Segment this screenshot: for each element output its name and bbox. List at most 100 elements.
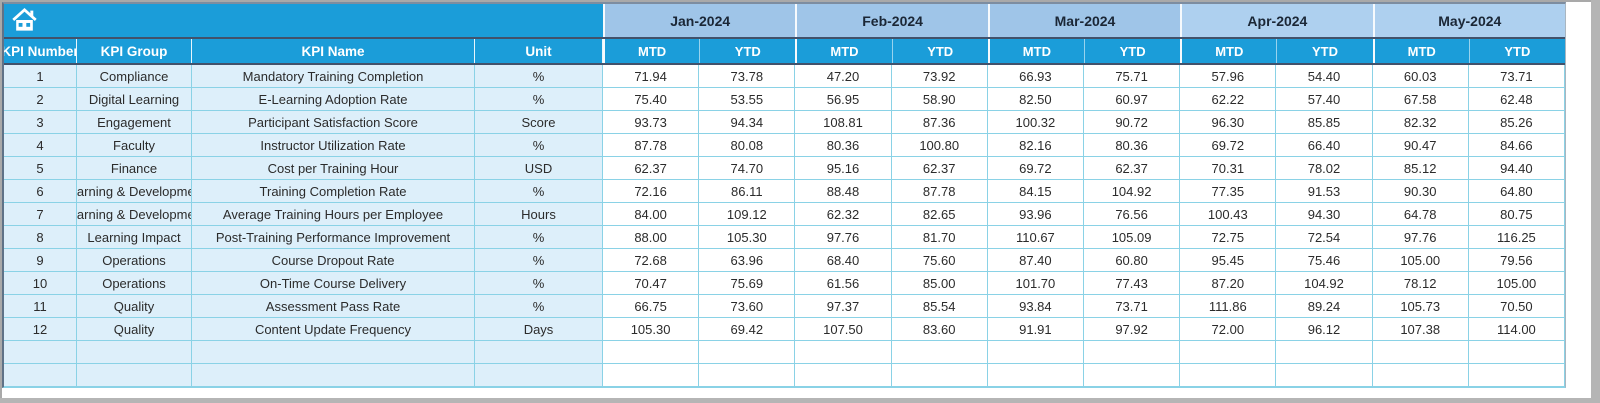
kpi-number-cell[interactable]: 12	[4, 318, 77, 341]
may-mtd-cell[interactable]: 90.47	[1372, 134, 1469, 157]
mar-mtd-cell[interactable]: 101.70	[987, 272, 1084, 295]
mar-ytd-cell[interactable]: 97.92	[1083, 318, 1181, 341]
kpi-group-cell[interactable]: Learning & Development	[77, 203, 192, 226]
kpi-name-cell[interactable]: Content Update Frequency	[192, 318, 475, 341]
feb-mtd-cell[interactable]: 108.81	[795, 111, 892, 134]
mar-ytd-cell[interactable]	[1083, 341, 1181, 364]
jan-mtd-cell[interactable]: 66.75	[603, 295, 700, 318]
kpi-group-cell[interactable]: Learning Impact	[77, 226, 192, 249]
unit-cell[interactable]: %	[475, 180, 603, 203]
feb-mtd-cell[interactable]: 88.48	[795, 180, 892, 203]
kpi-number-cell[interactable]: 2	[4, 88, 77, 111]
feb-ytd-cell[interactable]: 62.37	[891, 157, 988, 180]
apr-mtd-cell[interactable]: 69.72	[1180, 134, 1277, 157]
apr-ytd-cell[interactable]: 78.02	[1276, 157, 1373, 180]
mar-mtd-cell[interactable]: 93.84	[987, 295, 1084, 318]
jan-ytd-cell[interactable]: 86.11	[699, 180, 796, 203]
kpi-number-cell[interactable]: 5	[4, 157, 77, 180]
may-ytd-cell[interactable]: 84.66	[1468, 134, 1565, 157]
may-ytd-cell[interactable]	[1468, 364, 1565, 387]
apr-mtd-cell[interactable]: 72.75	[1180, 226, 1277, 249]
jan-ytd-cell[interactable]: 109.12	[699, 203, 796, 226]
jan-mtd-cell[interactable]: 75.40	[603, 88, 700, 111]
apr-mtd-cell[interactable]: 96.30	[1180, 111, 1277, 134]
kpi-group-cell[interactable]: Digital Learning	[77, 88, 192, 111]
unit-cell[interactable]: %	[475, 272, 603, 295]
kpi-name-cell[interactable]	[192, 341, 475, 364]
unit-cell[interactable]: %	[475, 88, 603, 111]
may-ytd-cell[interactable]	[1468, 341, 1565, 364]
jan-ytd-cell[interactable]: 105.30	[699, 226, 796, 249]
may-ytd-cell[interactable]: 79.56	[1468, 249, 1565, 272]
jan-mtd-cell[interactable]: 62.37	[603, 157, 700, 180]
jan-mtd-cell[interactable]: 84.00	[603, 203, 700, 226]
apr-ytd-cell[interactable]: 75.46	[1276, 249, 1373, 272]
apr-ytd-cell[interactable]: 91.53	[1276, 180, 1373, 203]
jan-mtd-cell[interactable]: 70.47	[603, 272, 700, 295]
may-ytd-cell[interactable]: 70.50	[1468, 295, 1565, 318]
kpi-group-cell[interactable]: Operations	[77, 272, 192, 295]
unit-cell[interactable]: %	[475, 65, 603, 88]
may-ytd-cell[interactable]: 105.00	[1468, 272, 1565, 295]
may-mtd-cell[interactable]: 105.00	[1372, 249, 1469, 272]
jan-ytd-cell[interactable]: 63.96	[699, 249, 796, 272]
jan-ytd-cell[interactable]: 73.78	[699, 65, 796, 88]
feb-mtd-cell[interactable]: 95.16	[795, 157, 892, 180]
jan-mtd-cell[interactable]: 93.73	[603, 111, 700, 134]
feb-ytd-cell[interactable]: 82.65	[891, 203, 988, 226]
may-mtd-cell[interactable]	[1372, 341, 1469, 364]
jan-mtd-cell[interactable]	[603, 341, 700, 364]
may-mtd-cell[interactable]: 82.32	[1372, 111, 1469, 134]
apr-mtd-cell[interactable]: 57.96	[1180, 65, 1277, 88]
unit-cell[interactable]: %	[475, 226, 603, 249]
apr-mtd-cell[interactable]: 72.00	[1180, 318, 1277, 341]
unit-cell[interactable]: Score	[475, 111, 603, 134]
mar-ytd-cell[interactable]: 77.43	[1083, 272, 1181, 295]
mar-ytd-cell[interactable]: 73.71	[1083, 295, 1181, 318]
jan-mtd-cell[interactable]: 72.16	[603, 180, 700, 203]
kpi-number-cell[interactable]: 8	[4, 226, 77, 249]
mar-ytd-cell[interactable]: 76.56	[1083, 203, 1181, 226]
jan-mtd-cell[interactable]: 105.30	[603, 318, 700, 341]
kpi-group-cell[interactable]: Learning & Development	[77, 180, 192, 203]
feb-ytd-cell[interactable]	[891, 341, 988, 364]
mar-mtd-cell[interactable]: 100.32	[987, 111, 1084, 134]
may-mtd-cell[interactable]: 85.12	[1372, 157, 1469, 180]
mar-ytd-cell[interactable]: 104.92	[1083, 180, 1181, 203]
feb-ytd-cell[interactable]: 75.60	[891, 249, 988, 272]
jan-ytd-cell[interactable]	[699, 364, 796, 387]
kpi-name-cell[interactable]: Participant Satisfaction Score	[192, 111, 475, 134]
kpi-group-cell[interactable]: Faculty	[77, 134, 192, 157]
kpi-number-cell[interactable]: 7	[4, 203, 77, 226]
unit-cell[interactable]	[475, 341, 603, 364]
feb-mtd-cell[interactable]	[795, 341, 892, 364]
mar-ytd-cell[interactable]	[1083, 364, 1181, 387]
may-mtd-cell[interactable]: 64.78	[1372, 203, 1469, 226]
feb-mtd-cell[interactable]: 80.36	[795, 134, 892, 157]
feb-ytd-cell[interactable]: 81.70	[891, 226, 988, 249]
mar-mtd-cell[interactable]: 66.93	[987, 65, 1084, 88]
may-ytd-cell[interactable]: 94.40	[1468, 157, 1565, 180]
apr-mtd-cell[interactable]: 95.45	[1180, 249, 1277, 272]
kpi-name-cell[interactable]: Instructor Utilization Rate	[192, 134, 475, 157]
mar-ytd-cell[interactable]: 60.97	[1083, 88, 1181, 111]
may-mtd-cell[interactable]: 97.76	[1372, 226, 1469, 249]
jan-ytd-cell[interactable]: 73.60	[699, 295, 796, 318]
jan-ytd-cell[interactable]: 75.69	[699, 272, 796, 295]
jan-ytd-cell[interactable]: 94.34	[699, 111, 796, 134]
kpi-number-cell[interactable]: 11	[4, 295, 77, 318]
unit-cell[interactable]: %	[475, 134, 603, 157]
feb-ytd-cell[interactable]: 73.92	[891, 65, 988, 88]
jan-ytd-cell[interactable]: 69.42	[699, 318, 796, 341]
unit-cell[interactable]: Days	[475, 318, 603, 341]
feb-ytd-cell[interactable]: 85.54	[891, 295, 988, 318]
kpi-number-cell[interactable]	[4, 364, 77, 387]
mar-ytd-cell[interactable]: 90.72	[1083, 111, 1181, 134]
mar-ytd-cell[interactable]: 75.71	[1083, 65, 1181, 88]
apr-ytd-cell[interactable]: 94.30	[1276, 203, 1373, 226]
feb-mtd-cell[interactable]: 61.56	[795, 272, 892, 295]
mar-ytd-cell[interactable]: 80.36	[1083, 134, 1181, 157]
mar-mtd-cell[interactable]: 87.40	[987, 249, 1084, 272]
feb-ytd-cell[interactable]	[891, 364, 988, 387]
feb-mtd-cell[interactable]: 97.37	[795, 295, 892, 318]
